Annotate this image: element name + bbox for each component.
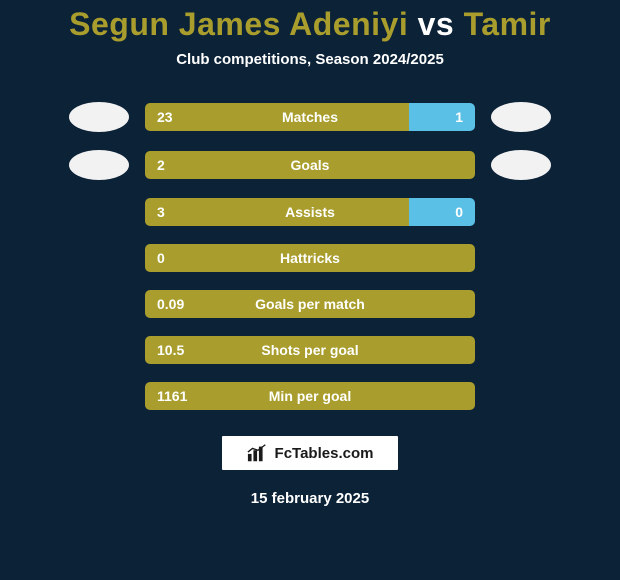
title-player1: Segun James Adeniyi: [69, 6, 408, 42]
subtitle: Club competitions, Season 2024/2025: [0, 51, 620, 68]
stat-value-left: 10.5: [145, 336, 196, 364]
stat-value-left: 23: [145, 103, 185, 131]
stat-row: 10.5Shots per goal: [0, 336, 620, 364]
player2-avatar: [491, 102, 551, 132]
stat-bar: 30Assists: [145, 198, 475, 226]
stat-value-left: 1161: [145, 382, 199, 410]
bar-segment-left: [145, 103, 409, 131]
stat-bar: 0.09Goals per match: [145, 290, 475, 318]
stat-value-left: 3: [145, 198, 177, 226]
stat-row: 2Goals: [0, 150, 620, 180]
stat-bar: 10.5Shots per goal: [145, 336, 475, 364]
stat-row: 30Assists: [0, 198, 620, 226]
stat-value-left: 2: [145, 151, 177, 179]
stat-value-left: 0: [145, 244, 177, 272]
bar-segment-left: [145, 151, 475, 179]
title-player2: Tamir: [464, 6, 551, 42]
stat-row: 231Matches: [0, 102, 620, 132]
title-vs: vs: [418, 6, 455, 42]
stat-bar: 231Matches: [145, 103, 475, 131]
stat-bar: 2Goals: [145, 151, 475, 179]
player1-avatar: [69, 102, 129, 132]
player1-avatar: [69, 150, 129, 180]
stat-value-left: 0.09: [145, 290, 196, 318]
stats-container: 231Matches2Goals30Assists0Hattricks0.09G…: [0, 102, 620, 410]
date-text: 15 february 2025: [0, 490, 620, 507]
stat-bar: 0Hattricks: [145, 244, 475, 272]
stat-bar: 1161Min per goal: [145, 382, 475, 410]
stat-value-right: 0: [443, 198, 475, 226]
stat-value-right: 1: [443, 103, 475, 131]
logo-text: FcTables.com: [275, 445, 374, 462]
fctables-logo: FcTables.com: [220, 434, 400, 472]
comparison-card: Segun James Adeniyi vs Tamir Club compet…: [0, 0, 620, 580]
stat-row: 0.09Goals per match: [0, 290, 620, 318]
page-title: Segun James Adeniyi vs Tamir: [0, 6, 620, 43]
player2-avatar: [491, 150, 551, 180]
stat-row: 1161Min per goal: [0, 382, 620, 410]
chart-icon: [247, 444, 269, 462]
stat-row: 0Hattricks: [0, 244, 620, 272]
bar-segment-left: [145, 198, 409, 226]
bar-segment-left: [145, 244, 475, 272]
